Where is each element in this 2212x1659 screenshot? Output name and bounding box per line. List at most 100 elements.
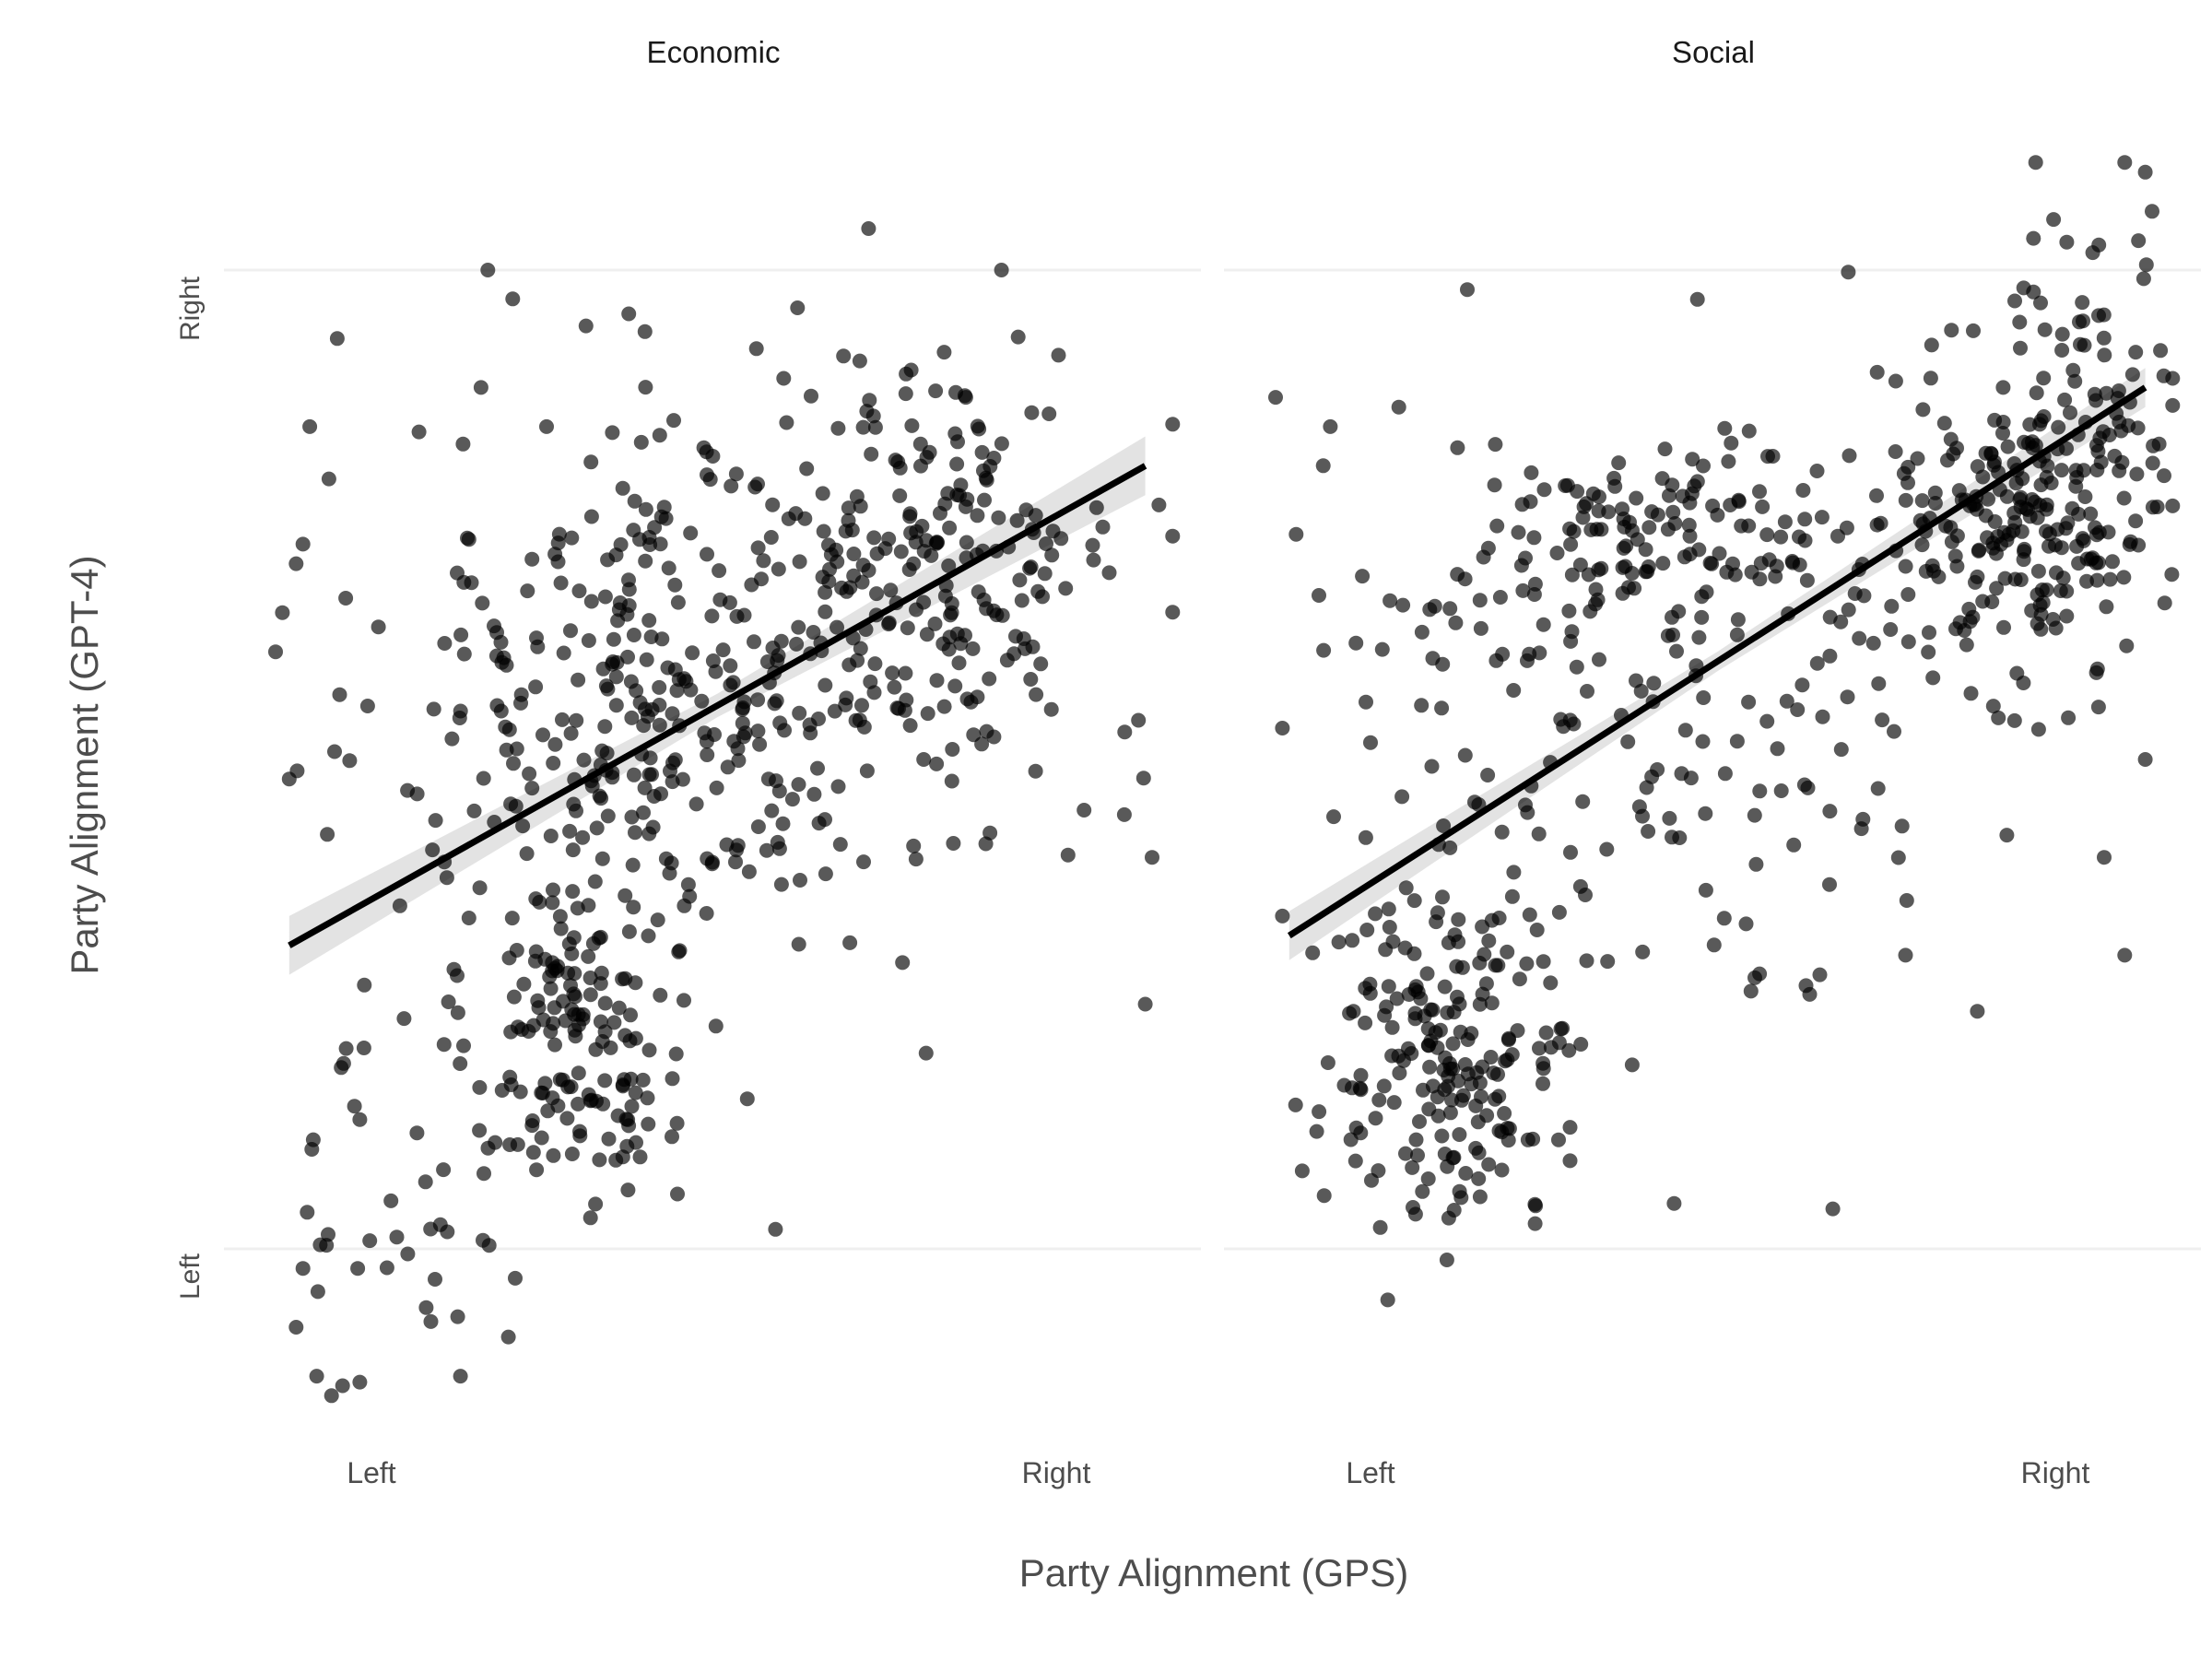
data-point-economic: [694, 693, 710, 709]
data-point-economic: [652, 698, 667, 712]
data-point-economic: [759, 842, 774, 858]
data-point-economic: [597, 1024, 613, 1040]
data-point-social: [1685, 452, 1700, 467]
data-point-economic: [629, 1135, 643, 1150]
data-point-social: [1898, 559, 1913, 574]
data-point-social: [1451, 912, 1466, 927]
data-point-social: [1660, 628, 1676, 643]
data-point-social: [1624, 1057, 1640, 1073]
data-point-economic: [524, 781, 540, 796]
data-point-social: [2077, 489, 2093, 504]
data-point-economic: [741, 864, 757, 879]
data-point-social: [1759, 527, 1775, 543]
data-point-social: [1473, 620, 1488, 636]
data-point-economic: [708, 664, 724, 679]
data-point-social: [1452, 1127, 1467, 1142]
data-point-social: [1717, 420, 1733, 436]
data-point-economic: [750, 477, 765, 492]
data-point-social: [1359, 694, 1373, 710]
data-point-social: [1914, 537, 1930, 553]
data-point-social: [2151, 436, 2167, 452]
data-point-social: [1331, 935, 1347, 950]
data-point-social: [1938, 518, 1954, 534]
data-point-economic: [818, 584, 833, 600]
data-point-economic: [357, 977, 372, 993]
data-point-social: [1481, 1157, 1497, 1172]
data-point-social: [1524, 465, 1539, 480]
data-point-social: [1760, 449, 1775, 465]
data-point-economic: [1165, 417, 1181, 432]
data-point-economic: [862, 393, 877, 408]
data-point-economic: [553, 921, 569, 936]
data-point-economic: [571, 672, 586, 688]
data-point-economic: [1018, 502, 1034, 518]
data-point-economic: [362, 1233, 378, 1249]
data-point-economic: [903, 525, 919, 541]
data-point-social: [1888, 444, 1903, 459]
data-point-social: [1822, 877, 1837, 892]
data-point-economic: [583, 509, 599, 524]
data-point-social: [2089, 572, 2105, 588]
data-point-social: [1275, 908, 1290, 924]
data-point-economic: [504, 911, 520, 926]
data-point-economic: [667, 577, 683, 593]
data-point-economic: [611, 1000, 627, 1016]
data-point-social: [1639, 780, 1654, 795]
data-point-economic: [359, 699, 375, 713]
data-point-economic: [477, 1166, 491, 1182]
data-point-economic: [818, 604, 833, 619]
data-point-social: [1504, 888, 1520, 904]
data-point-economic: [547, 1037, 562, 1053]
data-point-economic: [895, 955, 911, 971]
data-point-economic: [327, 744, 342, 759]
data-point-social: [2068, 463, 2084, 478]
data-point-social: [2114, 454, 2130, 470]
data-point-social: [2006, 505, 2022, 521]
data-point-social: [1996, 524, 2012, 540]
data-point-social: [2088, 438, 2104, 453]
data-point-social: [1759, 713, 1775, 729]
data-point-social: [1898, 947, 1913, 963]
data-point-economic: [660, 660, 676, 676]
data-point-economic: [728, 854, 743, 870]
data-point-economic: [641, 1042, 657, 1058]
data-point-social: [1910, 451, 1925, 466]
data-point-economic: [818, 866, 833, 882]
data-point-economic: [605, 425, 620, 441]
data-point-social: [1729, 627, 1745, 642]
data-point-social: [1915, 402, 1931, 418]
data-point-social: [1727, 567, 1743, 582]
data-point-economic: [652, 717, 667, 733]
data-point-economic: [830, 619, 844, 635]
data-point-social: [1472, 593, 1488, 608]
data-point-social: [1316, 1188, 1332, 1204]
data-point-social: [1896, 465, 1912, 481]
data-point-economic: [505, 291, 521, 307]
data-point-economic: [409, 786, 425, 802]
data-point-economic: [929, 756, 945, 771]
data-point-economic: [621, 924, 637, 939]
data-point-economic: [647, 520, 663, 535]
data-point-social: [1580, 684, 1594, 699]
data-point-economic: [638, 380, 653, 395]
data-point-economic: [571, 1065, 586, 1081]
data-point-economic: [671, 672, 687, 688]
data-point-social: [1755, 499, 1771, 514]
data-point-social: [1702, 555, 1718, 571]
data-point-economic: [543, 981, 559, 996]
data-point-social: [1347, 1153, 1363, 1169]
data-point-social: [1442, 1105, 1458, 1121]
data-point-social: [1410, 1147, 1425, 1163]
data-point-economic: [545, 895, 560, 911]
data-point-economic: [461, 911, 477, 925]
data-point-economic: [764, 803, 780, 818]
data-point-economic: [750, 724, 766, 739]
data-point-economic: [920, 706, 935, 722]
data-point-social: [2124, 367, 2140, 382]
data-point-economic: [978, 836, 994, 852]
data-point-social: [1520, 653, 1535, 668]
data-point-social: [1497, 1106, 1512, 1121]
data-point-social: [1395, 597, 1411, 613]
data-point-economic: [640, 1090, 655, 1106]
data-point-social: [2137, 752, 2153, 767]
